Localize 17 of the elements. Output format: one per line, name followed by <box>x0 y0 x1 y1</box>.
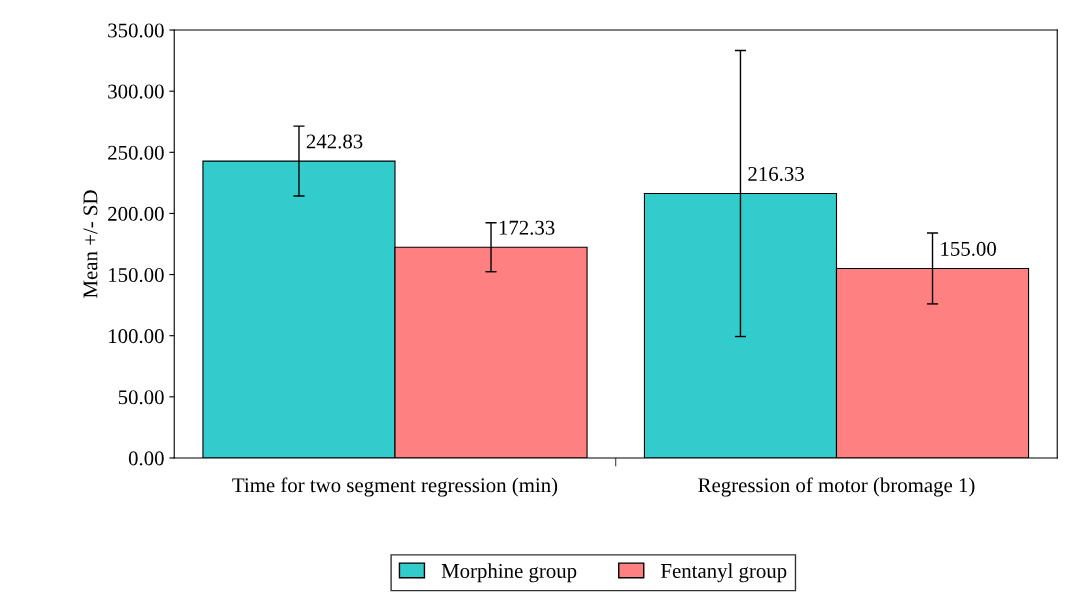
y-tick-label: 200.00 <box>108 206 164 221</box>
y-tick-label: 250.00 <box>108 145 164 160</box>
y-tick-label: 100.00 <box>109 329 164 344</box>
data-label: 172.33 <box>499 220 555 235</box>
y-axis-title: Mean +/- SD <box>83 190 98 298</box>
y-tick-label: 350.00 <box>108 23 164 38</box>
x-tick-label: Regression of motor (bromage 1) <box>698 477 975 497</box>
y-tick-label: 300.00 <box>108 84 164 99</box>
y-tick-label: 150.00 <box>109 267 164 283</box>
legend-label: Morphine group <box>441 563 577 583</box>
data-label: 155.00 <box>941 241 996 256</box>
data-label: 242.83 <box>306 134 363 149</box>
x-tick-label: Time for two segment regression (min) <box>232 477 558 497</box>
data-label: 216.33 <box>748 166 804 181</box>
y-tick-label: 50.00 <box>118 390 164 405</box>
legend-label: Fentanyl group <box>661 563 787 583</box>
y-tick-label: 0.00 <box>128 451 164 466</box>
